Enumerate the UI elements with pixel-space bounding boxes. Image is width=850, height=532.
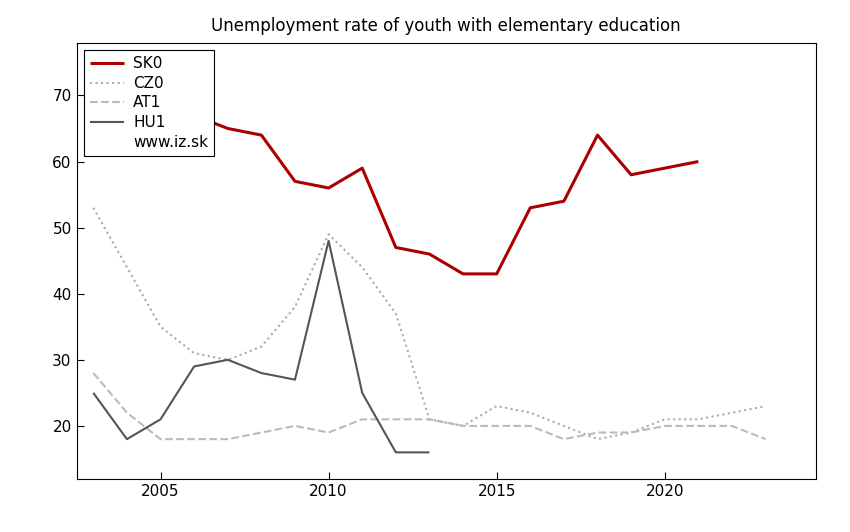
CZ0 <box>525 410 536 416</box>
SK0 <box>257 132 267 138</box>
Line: SK0: SK0 <box>94 69 699 274</box>
SK0 <box>324 185 334 191</box>
SK0 <box>525 205 536 211</box>
Line: AT1: AT1 <box>94 373 766 439</box>
AT1 <box>491 423 501 429</box>
AT1 <box>257 429 267 436</box>
CZ0 <box>223 356 233 363</box>
SK0 <box>223 126 233 132</box>
HU1 <box>391 449 401 455</box>
CZ0 <box>357 264 367 270</box>
AT1 <box>660 423 670 429</box>
AT1 <box>223 436 233 442</box>
CZ0 <box>660 416 670 422</box>
SK0 <box>122 138 132 145</box>
HU1 <box>290 377 300 383</box>
AT1 <box>424 416 434 422</box>
CZ0 <box>290 304 300 310</box>
CZ0 <box>189 350 199 356</box>
AT1 <box>391 416 401 422</box>
CZ0 <box>122 264 132 270</box>
CZ0 <box>626 429 636 436</box>
AT1 <box>189 436 199 442</box>
HU1 <box>257 370 267 376</box>
HU1 <box>156 416 166 422</box>
AT1 <box>156 436 166 442</box>
AT1 <box>88 370 99 376</box>
AT1 <box>290 423 300 429</box>
CZ0 <box>491 403 501 409</box>
SK0 <box>660 165 670 171</box>
SK0 <box>491 271 501 277</box>
SK0 <box>626 171 636 178</box>
SK0 <box>189 112 199 119</box>
AT1 <box>761 436 771 442</box>
AT1 <box>122 410 132 416</box>
AT1 <box>626 429 636 436</box>
SK0 <box>558 198 569 204</box>
AT1 <box>324 429 334 436</box>
CZ0 <box>761 403 771 409</box>
CZ0 <box>257 344 267 350</box>
HU1 <box>88 389 99 396</box>
Legend: SK0, CZ0, AT1, HU1, www.iz.sk: SK0, CZ0, AT1, HU1, www.iz.sk <box>84 50 214 156</box>
CZ0 <box>391 310 401 317</box>
Title: Unemployment rate of youth with elementary education: Unemployment rate of youth with elementa… <box>212 18 681 36</box>
CZ0 <box>324 231 334 237</box>
HU1 <box>189 363 199 370</box>
AT1 <box>558 436 569 442</box>
SK0 <box>156 138 166 145</box>
AT1 <box>727 423 737 429</box>
SK0 <box>357 165 367 171</box>
AT1 <box>357 416 367 422</box>
CZ0 <box>727 410 737 416</box>
AT1 <box>592 429 603 436</box>
Line: CZ0: CZ0 <box>94 208 766 439</box>
SK0 <box>458 271 468 277</box>
SK0 <box>694 159 704 165</box>
SK0 <box>290 178 300 185</box>
HU1 <box>122 436 132 442</box>
HU1 <box>357 389 367 396</box>
CZ0 <box>694 416 704 422</box>
SK0 <box>391 244 401 251</box>
HU1 <box>324 238 334 244</box>
CZ0 <box>592 436 603 442</box>
SK0 <box>88 66 99 72</box>
AT1 <box>694 423 704 429</box>
CZ0 <box>424 416 434 422</box>
CZ0 <box>156 323 166 330</box>
Line: HU1: HU1 <box>94 241 429 452</box>
SK0 <box>592 132 603 138</box>
CZ0 <box>458 423 468 429</box>
CZ0 <box>88 205 99 211</box>
AT1 <box>458 423 468 429</box>
SK0 <box>424 251 434 257</box>
HU1 <box>223 356 233 363</box>
CZ0 <box>558 423 569 429</box>
AT1 <box>525 423 536 429</box>
HU1 <box>424 449 434 455</box>
